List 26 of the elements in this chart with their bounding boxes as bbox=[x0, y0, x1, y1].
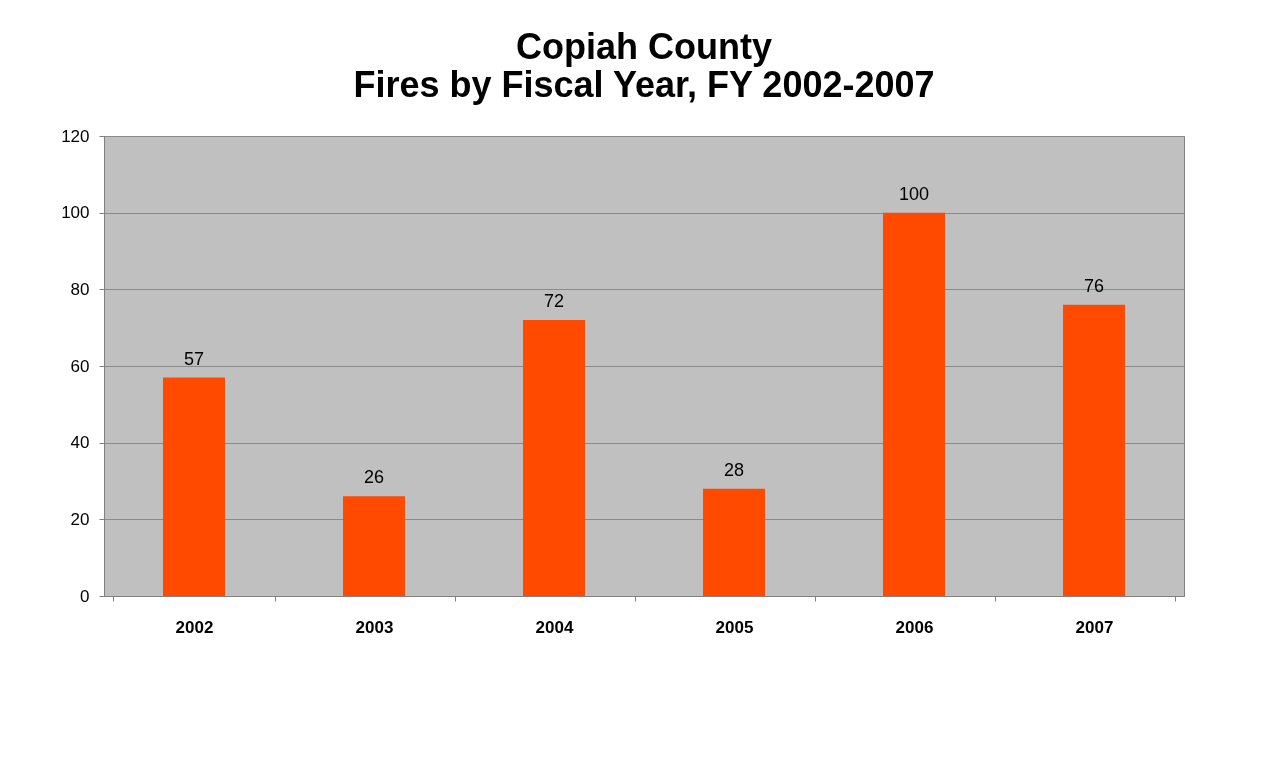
x-tick-label: 2003 bbox=[355, 617, 394, 637]
y-tick-label: 40 bbox=[70, 433, 90, 453]
bar bbox=[163, 377, 225, 596]
y-tick-label: 100 bbox=[61, 203, 90, 223]
data-label: 28 bbox=[723, 459, 745, 480]
y-tick-label: 20 bbox=[70, 509, 90, 529]
data-label: 57 bbox=[183, 348, 205, 369]
bar bbox=[883, 212, 945, 596]
data-label: 72 bbox=[543, 291, 565, 311]
data-label: 76 bbox=[1083, 275, 1105, 296]
x-tick-label: 2002 bbox=[175, 617, 214, 637]
x-tick-label: 2005 bbox=[715, 617, 754, 637]
y-tick-label: 120 bbox=[61, 126, 90, 146]
bar bbox=[343, 496, 405, 596]
bar bbox=[703, 488, 765, 596]
x-tick-label: 2004 bbox=[535, 617, 574, 637]
y-tick-label: 0 bbox=[80, 586, 90, 606]
bar bbox=[523, 320, 585, 596]
data-label: 26 bbox=[363, 467, 385, 488]
data-label: 100 bbox=[898, 183, 930, 204]
chart-title: Copiah County Fires by Fiscal Year, FY 2002-2007 bbox=[353, 26, 935, 105]
bar bbox=[1063, 304, 1125, 596]
x-tick-label: 2006 bbox=[895, 617, 934, 637]
x-tick-label: 2007 bbox=[1075, 617, 1114, 637]
y-tick-label: 60 bbox=[70, 356, 90, 376]
y-tick-label: 80 bbox=[70, 279, 90, 299]
